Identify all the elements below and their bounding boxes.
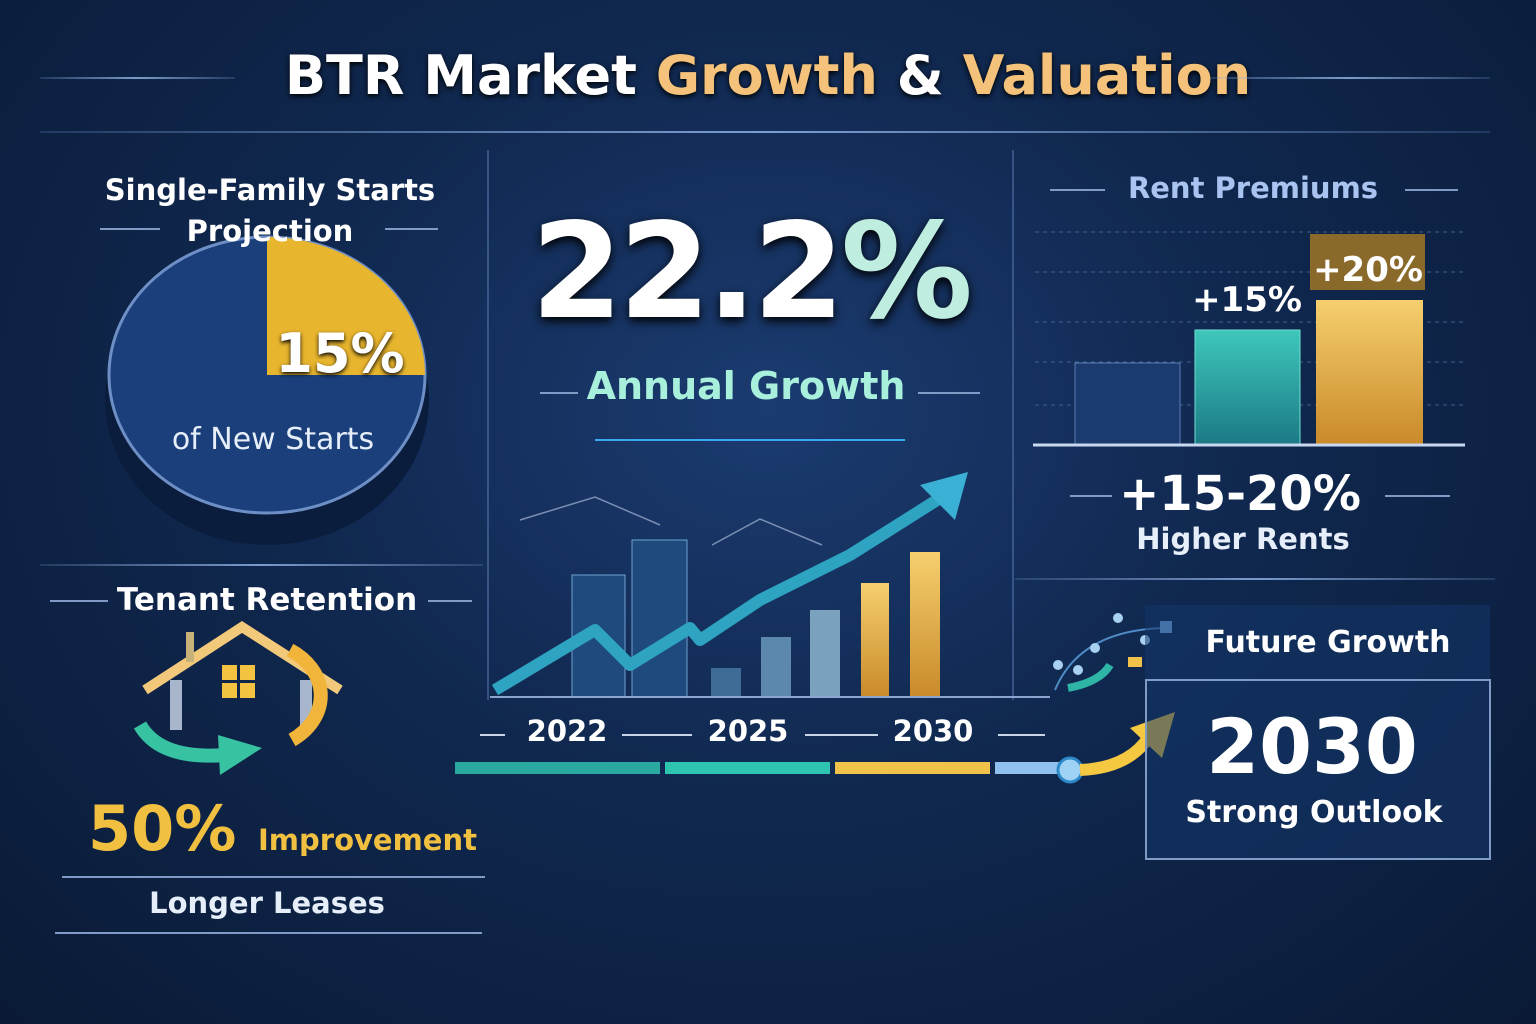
chart-bar [861,583,889,697]
growth-number: 22.2 [531,195,845,349]
rent-heading: Rent Premiums [1127,171,1379,205]
divider [40,564,483,566]
divider [1015,578,1495,580]
title-highlight: Growth [655,44,878,107]
starts-share-value: 15% [275,322,405,385]
growth-caption: Annual Growth [586,364,906,408]
divider [1210,77,1490,79]
rent-bar-label: +15% [1192,280,1302,320]
retention-value-row: 50% Improvement [88,792,477,865]
title-part: BTR Market [284,44,656,107]
starts-heading: Single-Family Starts Projection [105,170,435,252]
chart-bar [810,610,840,697]
starts-caption: of New Starts [171,422,375,457]
retention-value: 50% [88,792,237,865]
rent-premium-chart [1033,231,1465,447]
growth-percent: % [840,195,973,349]
year-label: 2030 [892,714,974,748]
house-cycle-icon [133,621,343,775]
growth-chart [490,472,1050,698]
future-caption: Strong Outlook [1185,795,1443,830]
year-label: 2025 [707,714,789,748]
pie-slice-share [267,237,425,375]
decorative-lines [50,189,1458,934]
chart-bar [910,552,940,697]
divider [40,77,235,79]
starts-heading-line: Single-Family Starts [104,173,436,207]
page-title: BTR Market Growth & Valuation [285,44,1251,107]
title-part: & [877,44,963,107]
retention-caption: Longer Leases [149,886,385,920]
trend-arrow [491,489,949,696]
rent-bar-base [1074,362,1181,445]
rent-bar-label: +20% [1313,250,1423,290]
chart-bar [761,637,791,697]
chart-bar [631,539,688,698]
future-growth-panel [1145,605,1491,860]
rent-bar-15 [1194,329,1301,445]
rent-range: +15-20% [1119,466,1361,522]
divider [40,131,1490,133]
title-highlight: Valuation [962,44,1252,107]
chart-bar [711,668,741,697]
retention-heading: Tenant Retention [116,582,418,618]
year-label: 2022 [526,714,608,748]
rent-caption: Higher Rents [1136,522,1350,556]
divider [487,150,489,700]
future-year: 2030 [1206,702,1418,791]
growth-value: 22.2% [531,195,973,349]
divider [1012,150,1014,700]
future-heading: Future Growth [1205,625,1451,660]
rent-label-box [1310,234,1425,290]
rent-bar-20 [1316,300,1423,444]
pie-chart [105,235,429,545]
retention-value-label: Improvement [258,823,477,857]
timeline-dot [1056,756,1084,784]
starts-heading-line: Projection [186,214,354,248]
